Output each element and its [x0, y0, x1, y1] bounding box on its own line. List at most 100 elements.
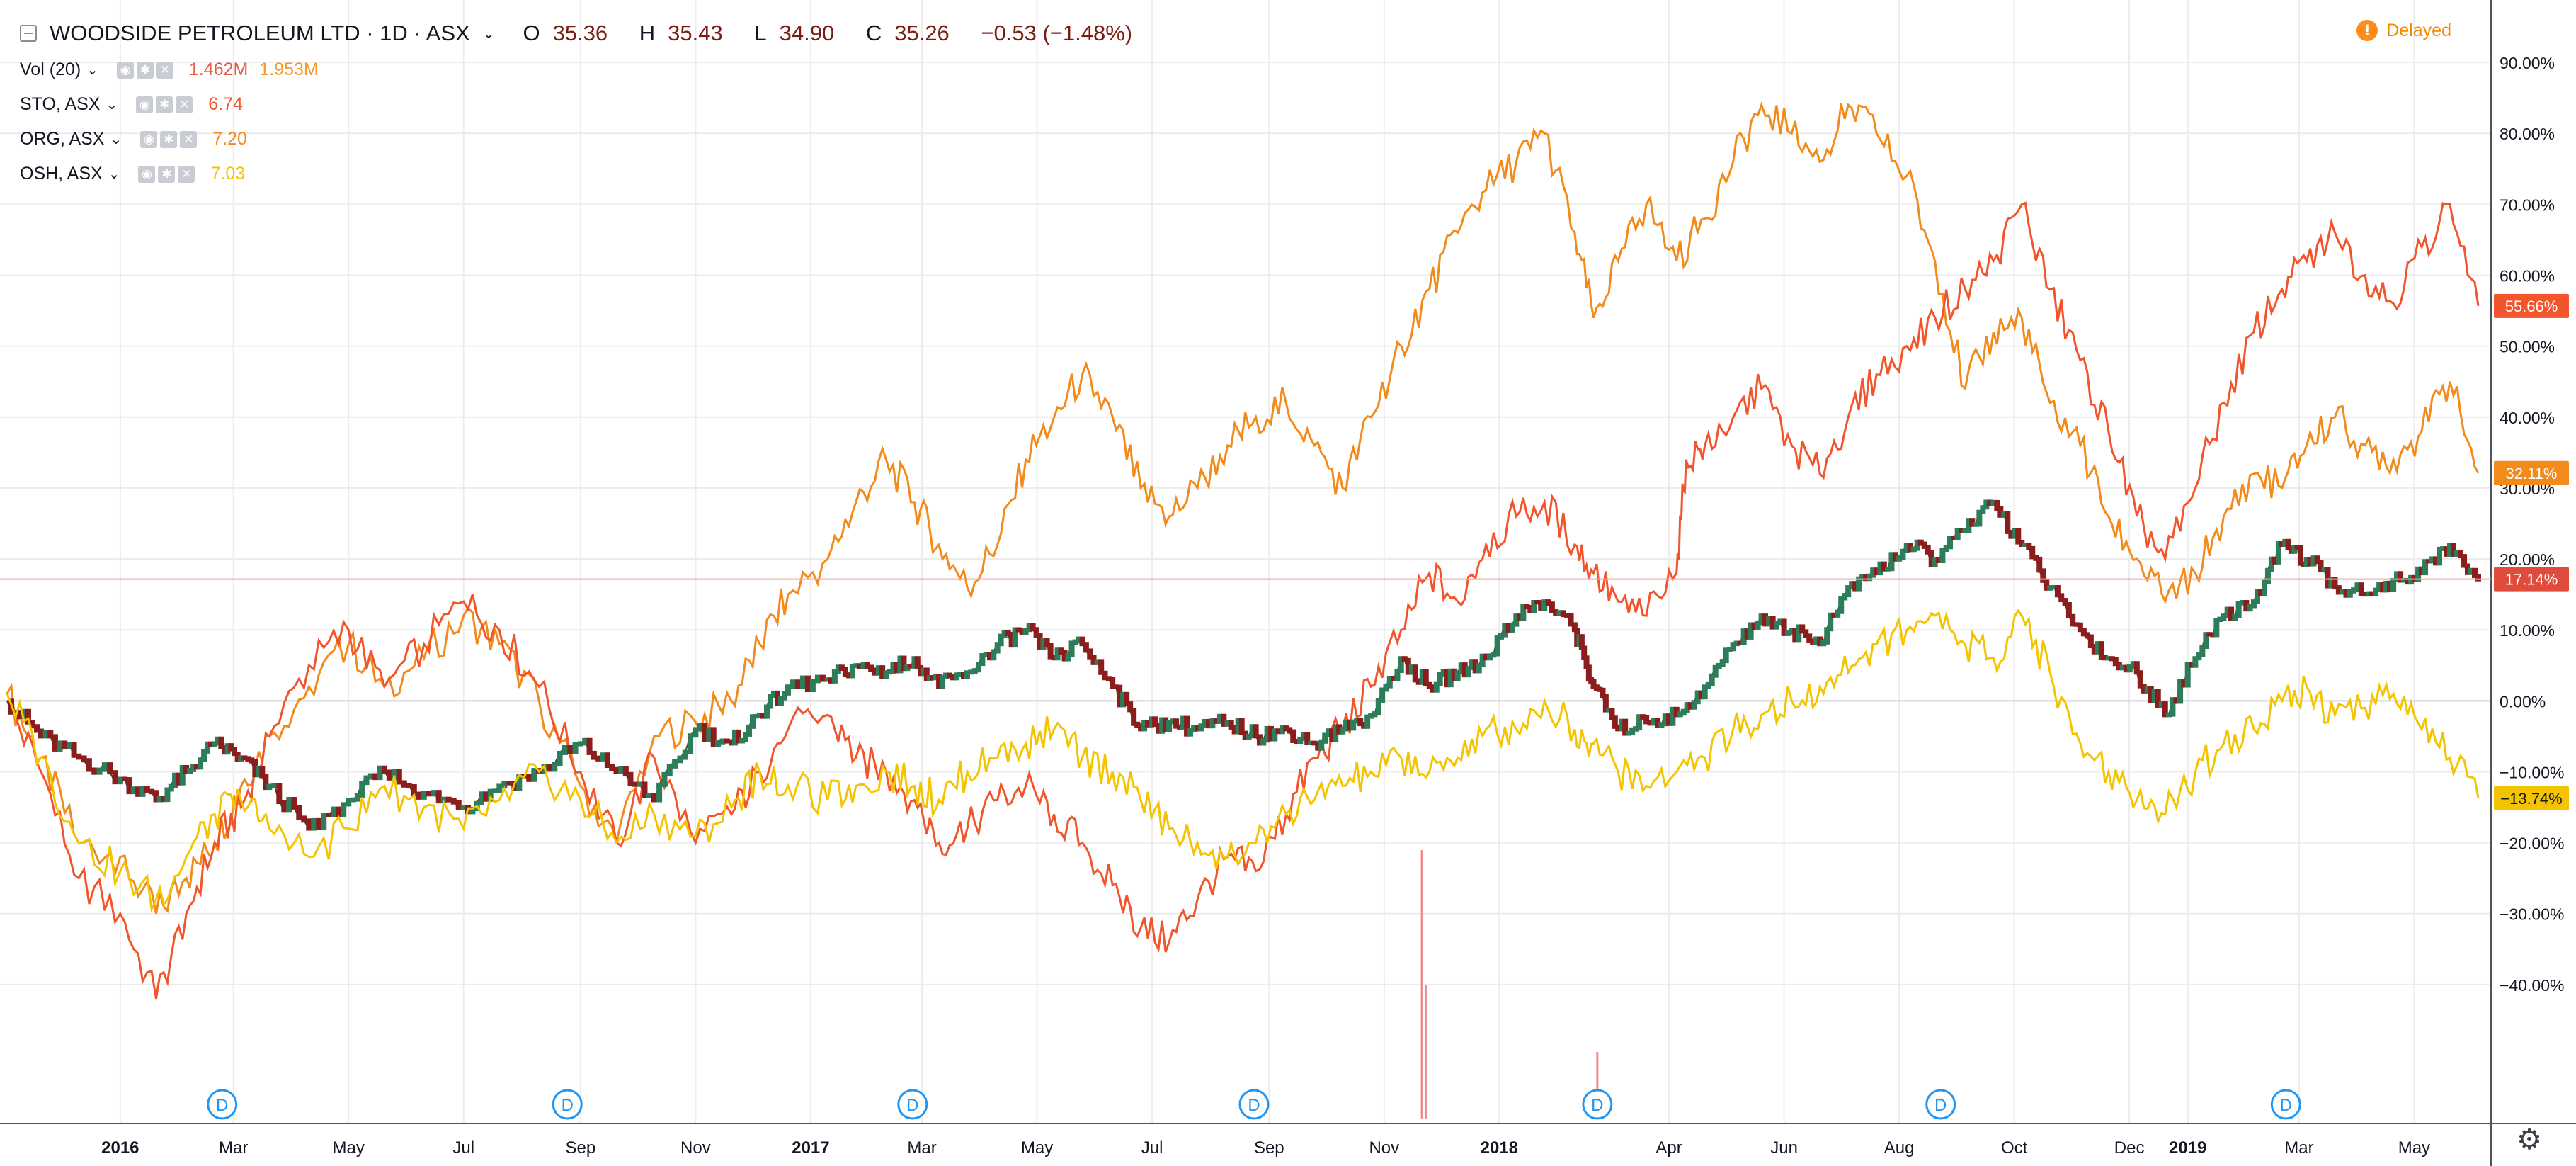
indicator-name[interactable]: ORG, ASX — [20, 129, 105, 149]
candle — [1447, 668, 1454, 688]
candle — [1364, 714, 1371, 729]
dividend-marker[interactable] — [897, 1089, 928, 1120]
gear-icon[interactable]: ✱ — [160, 130, 178, 148]
eye-icon[interactable]: ◉ — [140, 130, 158, 148]
candle — [1712, 664, 1719, 678]
candle — [42, 730, 49, 739]
eye-icon[interactable]: ◉ — [116, 61, 134, 79]
eye-icon[interactable]: ◉ — [136, 96, 154, 113]
candle — [91, 767, 98, 775]
candle — [930, 675, 936, 681]
candle — [2166, 712, 2172, 718]
gear-icon[interactable]: ⚙ — [2517, 1124, 2542, 1155]
close-icon[interactable]: ✕ — [180, 130, 198, 148]
candle — [2084, 632, 2090, 639]
candle — [406, 783, 412, 788]
time-axis-tick-label: Sep — [566, 1138, 596, 1157]
close-icon[interactable]: ✕ — [176, 96, 193, 113]
candle — [126, 777, 132, 795]
series-line[interactable] — [7, 201, 2480, 1000]
candle — [1531, 600, 1537, 613]
indicator-buttons: ◉ ✱ ✕ — [140, 130, 200, 148]
dividend-marker[interactable] — [2270, 1089, 2301, 1120]
price-axis-tick-label: −10.00% — [2500, 763, 2564, 781]
gear-icon[interactable]: ✱ — [136, 61, 154, 79]
candle — [1505, 623, 1512, 633]
candle — [2275, 541, 2281, 565]
indicator-name[interactable]: STO, ASX — [20, 94, 101, 114]
candle — [1253, 724, 1259, 739]
series-line[interactable] — [6, 101, 2480, 914]
candle — [618, 766, 625, 774]
candle — [1524, 604, 1530, 610]
candle — [76, 753, 82, 760]
chevron-down-icon[interactable]: ⌄ — [482, 26, 495, 42]
candle — [1636, 714, 1643, 731]
candle — [176, 772, 182, 786]
indicator-row[interactable]: STO, ASX ⌄ ◉ ✱ ✕ 6.74 — [20, 87, 1145, 122]
dividend-marker[interactable] — [552, 1089, 583, 1120]
close-icon[interactable]: ✕ — [156, 61, 173, 79]
delayed-badge[interactable]: ! Delayed — [2356, 20, 2451, 41]
close-icon[interactable]: ✕ — [178, 165, 195, 183]
candle — [1856, 576, 1862, 592]
candle — [2022, 542, 2029, 548]
candle — [1343, 719, 1350, 732]
indicator-row[interactable]: OSH, ASX ⌄ ◉ ✱ ✕ 7.03 — [20, 157, 1145, 191]
dividend-marker[interactable] — [207, 1089, 238, 1120]
indicator-name[interactable]: Vol (20) — [20, 60, 81, 79]
candle — [697, 723, 703, 732]
eye-icon[interactable]: ◉ — [138, 165, 156, 183]
candle — [1019, 628, 1025, 635]
time-axis[interactable]: 2016 Mar May Jul Sep Nov 2017 Mar May Jul Sep Nov 20… — [101, 1138, 2430, 1157]
collapse-legend-icon[interactable] — [20, 25, 37, 42]
dividend-marker[interactable] — [1238, 1089, 1270, 1120]
candle — [1231, 725, 1238, 735]
candle — [729, 739, 735, 746]
symbol-title[interactable]: WOODSIDE PETROLEUM LTD · 1D · ASX — [50, 21, 470, 45]
candle — [1673, 706, 1680, 718]
chevron-down-icon[interactable]: ⌄ — [86, 62, 98, 78]
price-axis[interactable]: 90.00%80.00%70.00%60.00%50.00%40.00%30.0… — [2500, 54, 2564, 995]
last-value-badge — [2494, 567, 2569, 592]
candle — [2184, 662, 2191, 688]
dividend-marker[interactable] — [1925, 1089, 1956, 1120]
candle — [391, 769, 397, 781]
candle — [2426, 559, 2432, 564]
candle — [1141, 720, 1148, 732]
candle — [2213, 618, 2220, 638]
candle — [1318, 739, 1325, 751]
gear-icon[interactable]: ✱ — [156, 96, 173, 113]
candle — [1131, 708, 1137, 726]
candle — [321, 813, 327, 830]
time-axis-tick-label: Jul — [452, 1138, 474, 1157]
candle — [1762, 613, 1768, 627]
candle — [316, 817, 322, 830]
candle — [1372, 711, 1378, 718]
candle — [736, 729, 742, 744]
gear-icon[interactable]: ✱ — [158, 165, 176, 183]
series-line[interactable] — [6, 609, 2480, 913]
candle — [1670, 706, 1676, 726]
chevron-down-icon[interactable]: ⌄ — [106, 97, 118, 113]
candle — [363, 775, 370, 786]
candle — [2151, 689, 2158, 703]
time-axis-tick-label: May — [2398, 1138, 2430, 1157]
candle — [1113, 684, 1119, 689]
candle — [1012, 627, 1018, 648]
chevron-down-icon[interactable]: ⌄ — [108, 166, 120, 182]
indicator-row[interactable]: Vol (20) ⌄ ◉ ✱ ✕ 1.462M 1.953M — [20, 52, 1145, 87]
candle — [1990, 499, 1997, 506]
candle — [1716, 662, 1722, 669]
chevron-down-icon[interactable]: ⌄ — [110, 132, 122, 147]
indicator-name[interactable]: OSH, ASX — [20, 164, 103, 183]
indicator-row[interactable]: ORG, ASX ⌄ ◉ ✱ ✕ 7.20 — [20, 122, 1145, 157]
candle — [2325, 567, 2331, 589]
candle — [2062, 598, 2068, 607]
candle — [431, 790, 437, 797]
candle — [1874, 567, 1880, 576]
last-value-badge — [2494, 293, 2569, 318]
candle — [2301, 561, 2307, 567]
dividend-marker[interactable] — [1582, 1089, 1613, 1120]
